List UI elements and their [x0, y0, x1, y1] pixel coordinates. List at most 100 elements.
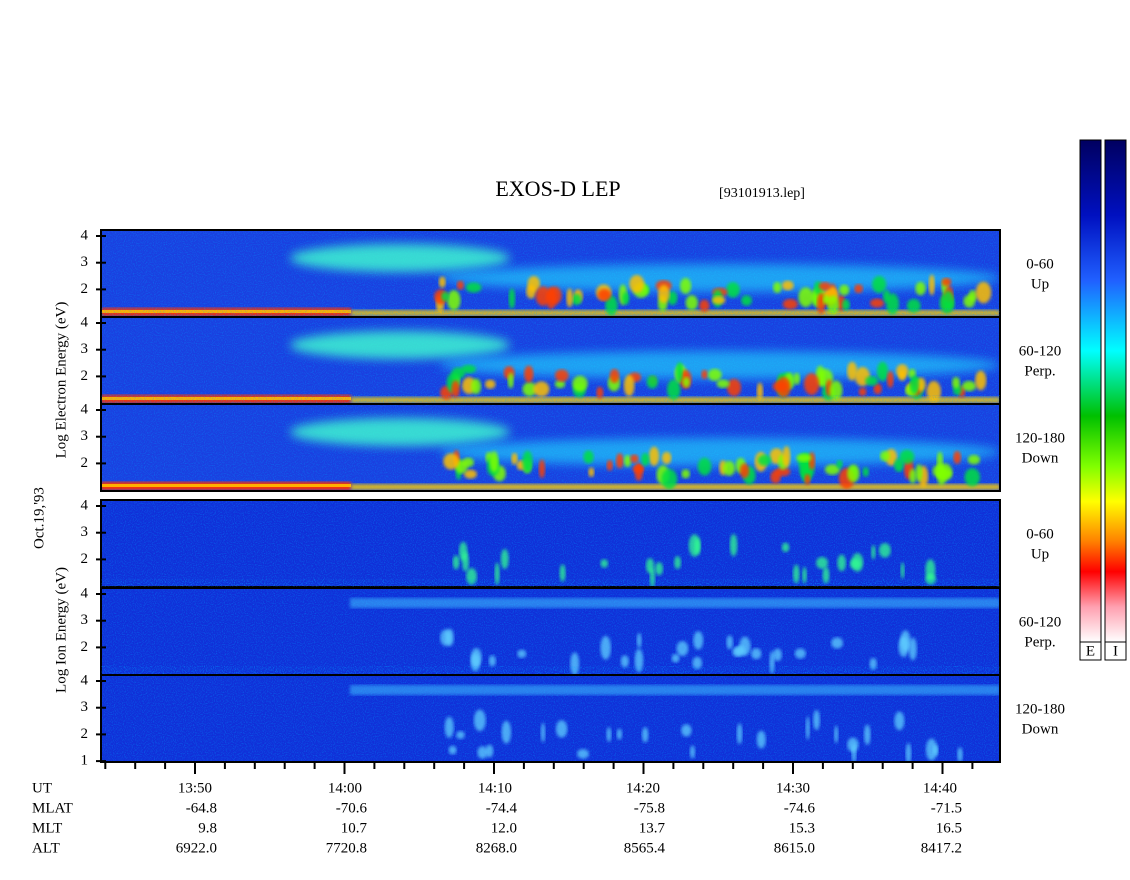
blob — [756, 730, 766, 749]
blob — [751, 648, 762, 660]
blob — [444, 716, 454, 738]
blob — [869, 657, 877, 670]
panel-direction: Up — [1031, 546, 1049, 562]
table-value: 12.0 — [491, 820, 517, 836]
blob — [781, 542, 790, 553]
blob — [507, 372, 514, 389]
blob — [793, 564, 800, 584]
time-label: 13:50 — [178, 780, 212, 796]
blob — [925, 738, 938, 761]
blob — [630, 454, 639, 464]
blob — [456, 280, 464, 290]
panel — [101, 500, 1000, 588]
blob — [925, 573, 937, 585]
cloud — [290, 331, 510, 359]
blob — [681, 724, 692, 737]
blob — [865, 375, 879, 386]
blob — [781, 280, 794, 291]
blob — [535, 286, 551, 306]
table-value: -75.8 — [634, 800, 665, 816]
blob — [616, 728, 623, 740]
blob — [527, 275, 541, 292]
row-label: UT — [32, 780, 52, 796]
table-value: 8268.0 — [476, 840, 517, 856]
blob — [831, 637, 844, 649]
date-label: Oct.19,'93 — [31, 487, 47, 549]
blob — [511, 452, 518, 465]
panel-direction: Down — [1022, 450, 1059, 466]
blob — [588, 467, 595, 478]
blob — [898, 636, 909, 658]
y-tick-label: 4 — [81, 497, 89, 513]
y-tick-label: 1 — [81, 753, 89, 769]
blob — [729, 533, 738, 557]
band — [351, 397, 1000, 403]
blob — [646, 375, 658, 389]
blob — [597, 288, 611, 302]
blob — [634, 648, 644, 673]
table-value: -64.8 — [186, 800, 217, 816]
blob — [645, 558, 655, 574]
blob — [915, 464, 923, 482]
colorbar-e — [1079, 139, 1102, 643]
blob — [872, 276, 887, 293]
blob — [975, 281, 992, 304]
panel-noise — [101, 500, 1000, 587]
table-value: 10.7 — [341, 820, 368, 836]
blob — [623, 374, 635, 397]
blob — [615, 453, 624, 469]
panel — [101, 588, 1000, 676]
band — [351, 310, 1000, 316]
blob — [685, 295, 698, 311]
colorbar-label: E — [1086, 643, 1095, 659]
blob — [596, 386, 604, 400]
blob — [681, 469, 691, 479]
blob — [501, 720, 512, 744]
blob — [910, 375, 920, 394]
blob — [824, 464, 840, 475]
table-value: 8615.0 — [774, 840, 815, 856]
blob — [851, 743, 857, 762]
blob — [655, 562, 664, 576]
blob — [470, 378, 482, 395]
table-value: 13.7 — [639, 820, 666, 836]
blob — [827, 295, 840, 315]
blob — [871, 545, 876, 560]
blob — [440, 629, 452, 646]
blob — [975, 370, 987, 391]
blob — [451, 380, 460, 398]
band — [350, 598, 1000, 608]
band — [101, 310, 351, 313]
blob — [517, 649, 527, 658]
blob — [600, 559, 609, 568]
blob — [782, 446, 791, 468]
time-label: 14:10 — [478, 780, 512, 796]
y-tick-label: 4 — [81, 227, 89, 243]
blob — [648, 446, 660, 466]
cloud — [290, 418, 510, 446]
y-tick-label: 3 — [81, 428, 89, 444]
blob — [571, 293, 582, 306]
blob — [952, 377, 961, 389]
blob — [878, 543, 891, 558]
blob — [674, 555, 681, 570]
y-tick-label: 3 — [81, 612, 89, 628]
blob — [667, 379, 681, 401]
blob — [707, 368, 722, 381]
blob — [622, 292, 630, 305]
blob — [839, 284, 850, 296]
blob — [606, 459, 613, 471]
blob — [834, 725, 839, 744]
blob — [456, 731, 465, 740]
panel-range: 60-120 — [1019, 343, 1062, 359]
blob — [756, 382, 764, 401]
blob — [658, 284, 670, 303]
blob — [676, 641, 689, 657]
blob — [624, 454, 631, 467]
blob — [887, 370, 894, 388]
spectrograms: 4 3 2 0-60 Up 4 3 2 60-120 Perp. 4 3 2 120-180 Down 4 3 2… — [81, 227, 1066, 768]
blob — [769, 650, 775, 675]
panel-range: 60-120 — [1019, 614, 1062, 630]
blob — [804, 474, 811, 486]
time-label: 14:40 — [923, 780, 957, 796]
